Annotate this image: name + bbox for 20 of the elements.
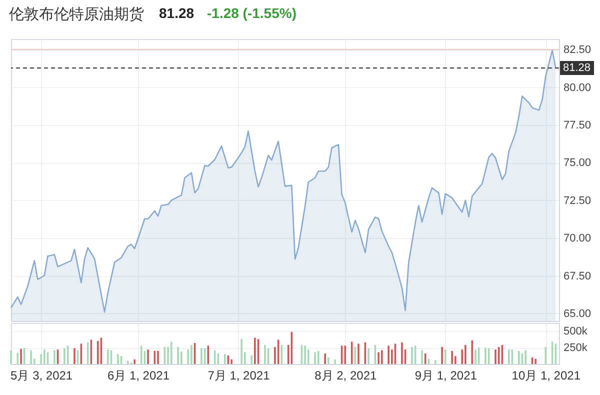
x-tick-label: 8月 2, 2021: [314, 368, 377, 382]
text: 81.28: [159, 5, 194, 21]
y-tick-label: 80.00: [564, 82, 592, 94]
y-tick-label: 72.50: [564, 194, 592, 207]
y-tick-label: 70.00: [564, 232, 592, 245]
y-tick-label: 67.50: [564, 270, 592, 282]
y-tick-label: 82.50: [564, 44, 592, 56]
y-tick-label: 500k: [564, 326, 588, 338]
x-tick-label: 9月 1, 2021: [414, 368, 478, 382]
chart-title: 伦敦布伦特原油期货: [9, 6, 144, 23]
y-tick-label: 250k: [564, 342, 588, 354]
y-tick-label: 77.50: [564, 119, 592, 132]
x-tick-label: 10月 1, 2021: [512, 368, 581, 382]
x-tick-label: 6月 1, 2021: [107, 368, 170, 382]
text: -1.28 (-1.55%): [207, 5, 296, 21]
y-tick-label: 65.00: [564, 308, 592, 320]
x-tick-label: 5月 3, 2021: [10, 368, 73, 382]
x-tick-label: 7月 1, 2021: [208, 368, 270, 382]
ref-line-label: 81.28: [563, 62, 591, 74]
y-tick-label: 75.00: [564, 157, 592, 170]
